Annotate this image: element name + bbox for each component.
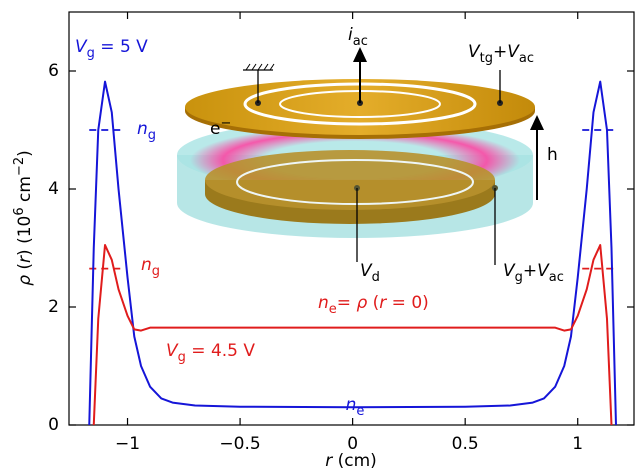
text-part: d [372, 270, 380, 285]
annotation: ng [137, 119, 156, 143]
text-part: (cm) [332, 451, 377, 471]
text-part: g [148, 128, 156, 143]
text-part: ρ [15, 275, 35, 286]
text-part: n [137, 119, 148, 139]
text-part: + [493, 42, 507, 62]
text-part: g [152, 264, 160, 279]
text-part: = 4.5 V [186, 341, 255, 361]
text-part: n [346, 395, 357, 415]
text-part: g [178, 350, 186, 365]
device-schematic [177, 47, 544, 265]
text-part: e [356, 404, 364, 419]
x-axis-label: r (cm) [325, 451, 377, 471]
text-part: ac [549, 270, 564, 285]
text-part: 6 [12, 207, 27, 215]
text-part: V [360, 261, 373, 281]
annotation: Vg+Vac [503, 261, 564, 285]
text-part: V [507, 42, 520, 62]
text-part: V [503, 261, 516, 281]
text-part: −2 [12, 157, 27, 176]
annotation: Vd [360, 261, 380, 285]
text-part: ac [353, 34, 368, 49]
annotation: Vtg+Vac [468, 42, 534, 66]
text-part: = 5 V [95, 37, 148, 57]
plot-frame [68, 11, 635, 426]
annotation: ng [141, 255, 160, 279]
text-part: cm [15, 176, 35, 207]
annotation: ne [346, 395, 365, 419]
text-part: V [166, 341, 179, 361]
text-part: V [468, 42, 481, 62]
x-tick-label: 1 [572, 434, 583, 454]
annotation: e− [210, 116, 231, 139]
text-part: ac [519, 51, 534, 66]
text-part: ) [15, 150, 35, 157]
text-part: n [141, 255, 152, 275]
text-part: V [75, 37, 88, 57]
x-tick-label: 0 [347, 434, 358, 454]
text-part: ( [15, 263, 35, 275]
text-part: r [15, 255, 35, 263]
annotation: Vg = 5 V [75, 37, 148, 61]
text-part: g [87, 46, 95, 61]
annotation: ne= ρ (r = 0) [318, 293, 429, 317]
text-part: = [337, 293, 357, 313]
text-part: h [547, 145, 558, 165]
text-part: e [210, 119, 220, 139]
text-part: = 0) [386, 293, 429, 313]
y-tick-label: 4 [48, 179, 59, 199]
text-part: ( [367, 293, 379, 313]
text-part: g [515, 270, 523, 285]
annotation: h [547, 145, 558, 165]
text-part: + [523, 261, 537, 281]
y-tick-label: 2 [48, 297, 59, 317]
x-tick-label: −1 [115, 434, 140, 454]
text-part: r [379, 293, 387, 313]
y-tick-label: 0 [48, 415, 59, 435]
text-part: V [537, 261, 550, 281]
series-line [92, 244, 613, 425]
y-axis-label: ρ (r) (106 cm−2) [12, 150, 35, 286]
annotation: iac [348, 25, 368, 49]
text-part: i [348, 25, 353, 45]
text-part: e [329, 302, 337, 317]
text-part: n [318, 293, 329, 313]
x-tick-label: 0.5 [452, 434, 479, 454]
y-tick-label: 6 [48, 61, 59, 81]
text-part: ) (10 [15, 216, 35, 256]
annotation: Vg = 4.5 V [166, 341, 255, 365]
text-part: tg [480, 51, 493, 66]
text-part: r [325, 451, 333, 471]
x-tick-label: −0.5 [219, 434, 260, 454]
text-part: ρ [356, 293, 367, 313]
text-part: − [220, 116, 231, 131]
series-line [88, 80, 617, 425]
